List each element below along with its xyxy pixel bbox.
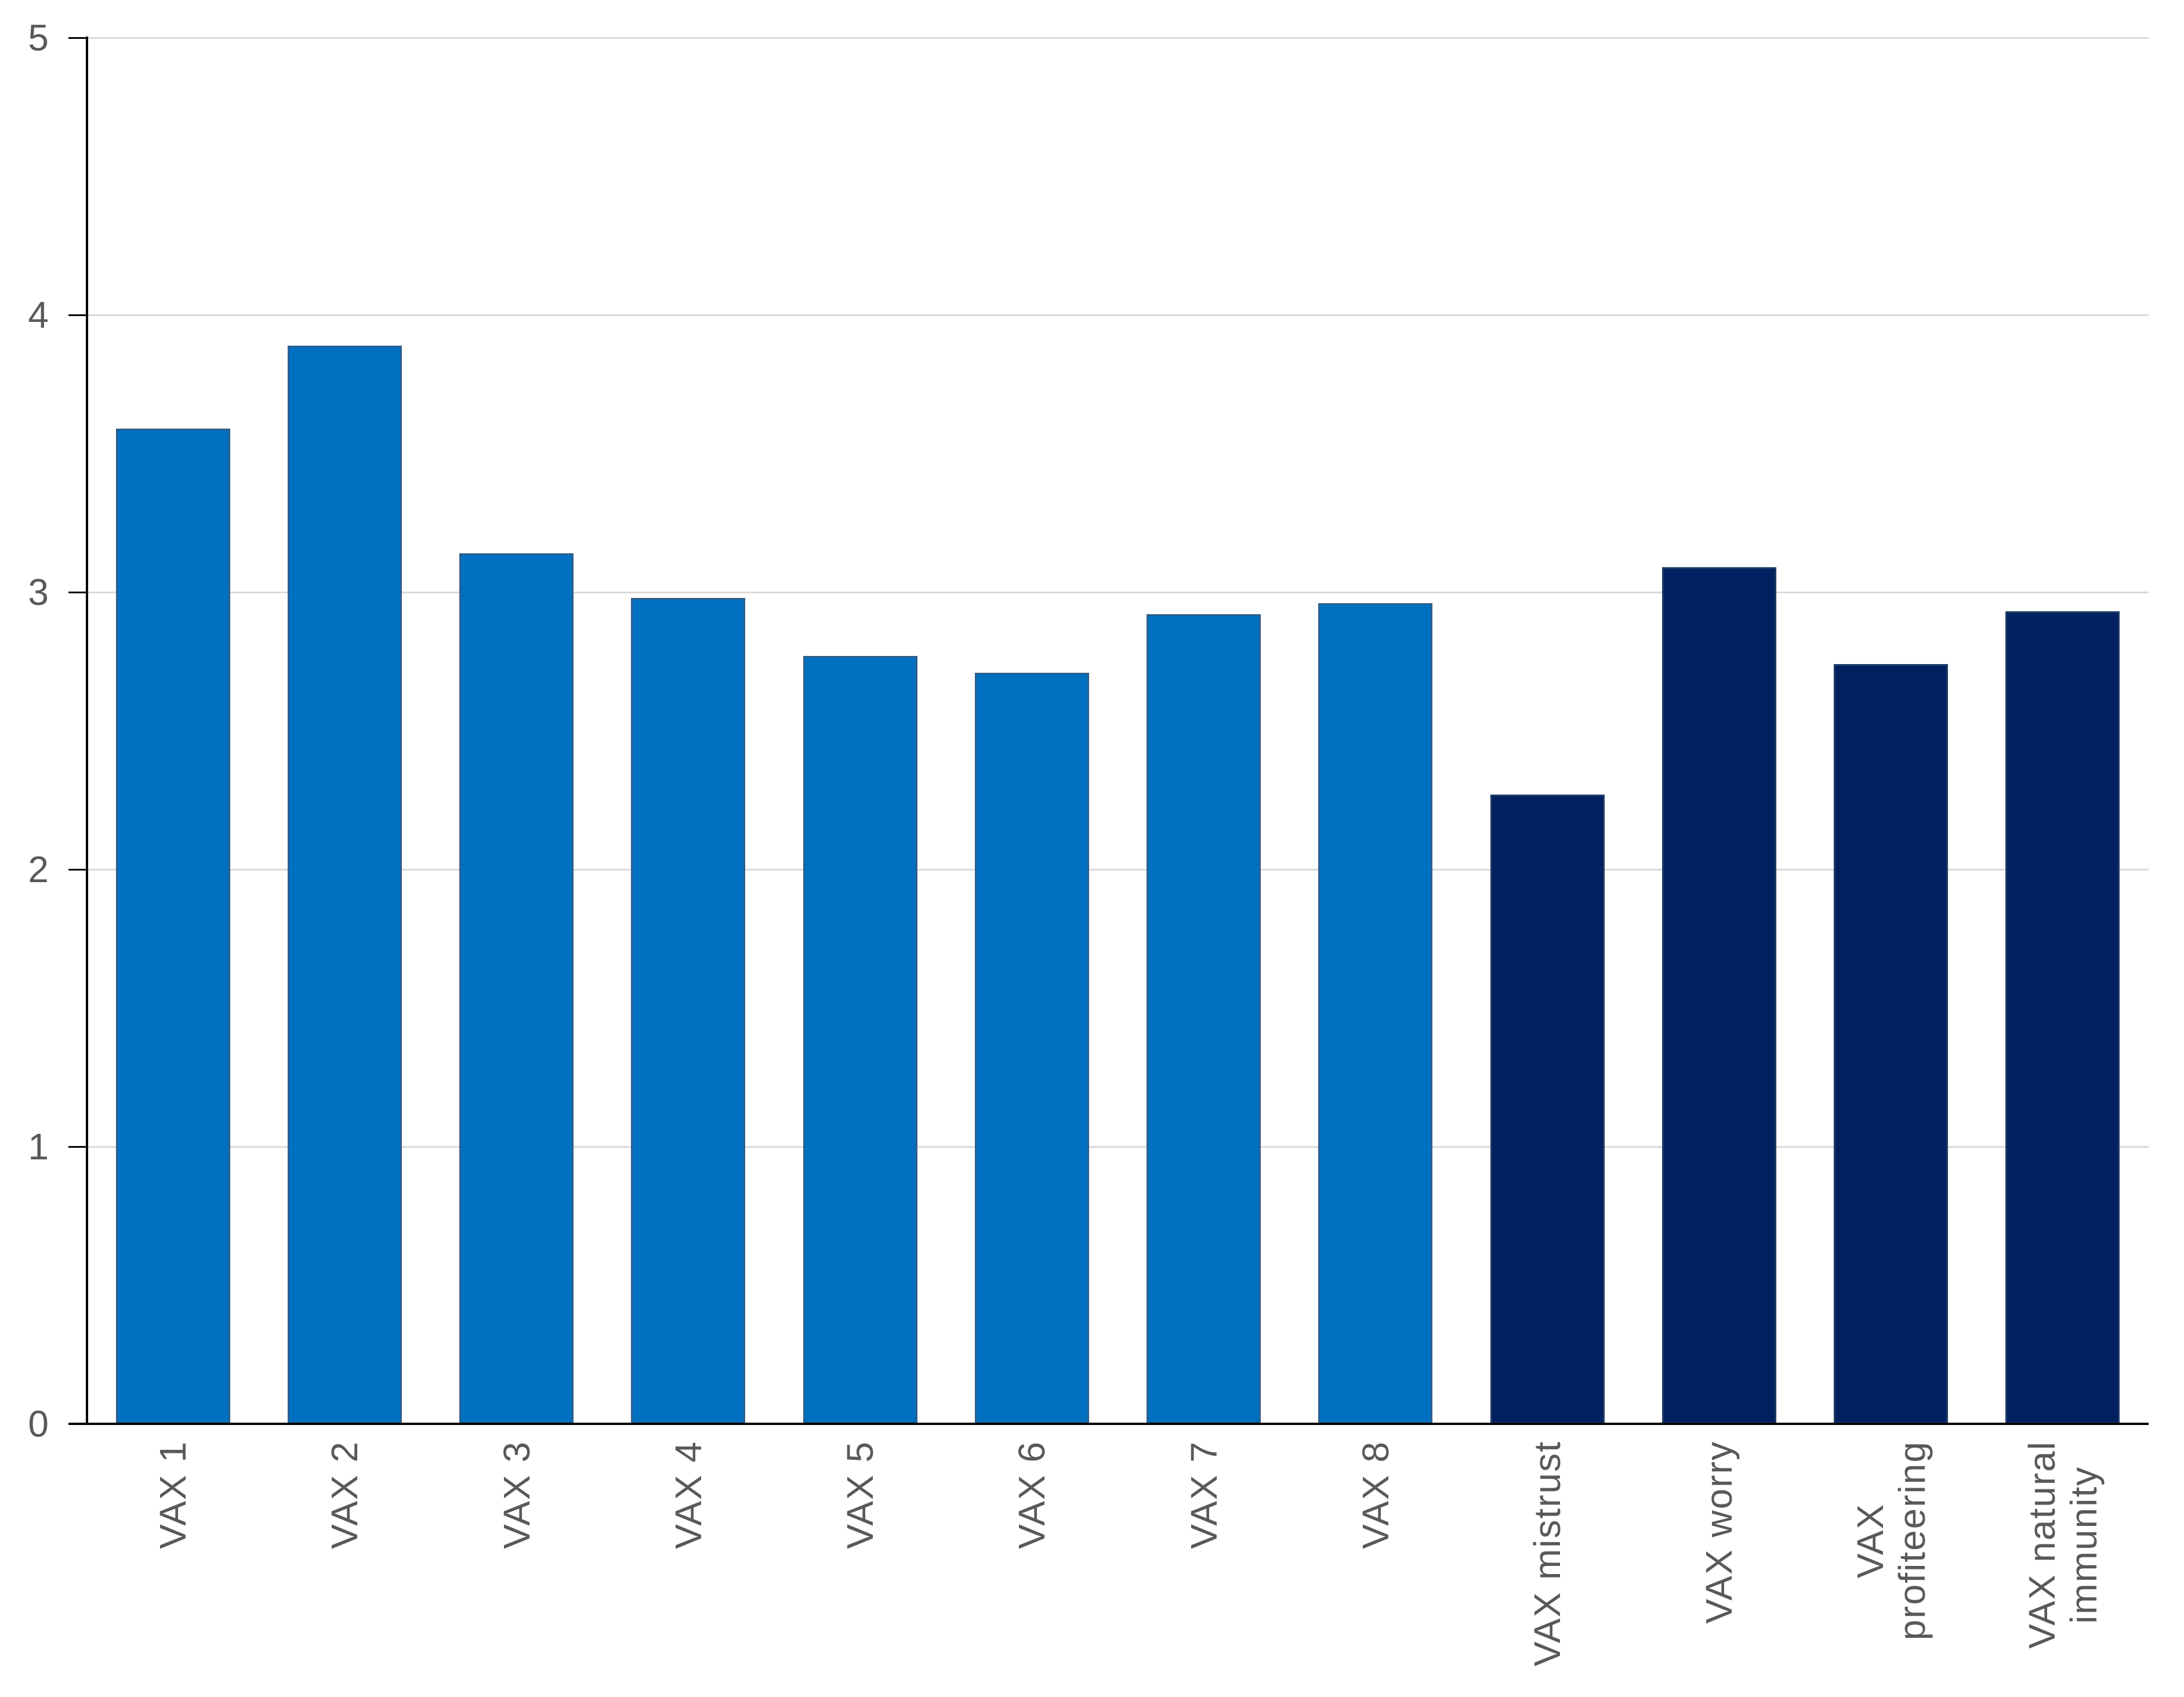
bar-vax-4 <box>631 598 745 1424</box>
x-label-vax-2: VAX 2 <box>324 1441 366 1549</box>
x-label-vax-5: VAX 5 <box>839 1441 881 1549</box>
gridline-1 <box>87 1146 2149 1148</box>
bar-vax-7 <box>1147 614 1261 1424</box>
x-label-vax-mistrust: VAX mistrust <box>1526 1441 1569 1667</box>
x-label-vax-4: VAX 4 <box>667 1441 709 1549</box>
y-tick-label-4: 4 <box>28 294 49 336</box>
y-tick-5 <box>68 37 88 39</box>
y-tick-4 <box>68 314 88 316</box>
bar-vax-mistrust <box>1490 795 1605 1424</box>
gridline-3 <box>87 592 2149 593</box>
x-label-vax-worry: VAX worry <box>1698 1441 1740 1624</box>
x-label-vax-natural-immunity: VAX natural immunity <box>2020 1441 2105 1649</box>
y-tick-1 <box>68 1146 88 1148</box>
y-tick-label-1: 1 <box>28 1126 49 1167</box>
y-tick-3 <box>68 592 88 593</box>
x-axis-line <box>68 1423 2149 1425</box>
y-tick-label-3: 3 <box>28 571 49 613</box>
x-label-vax-profiteering: VAX profiteering <box>1849 1441 1933 1641</box>
x-label-vax-1: VAX 1 <box>152 1441 194 1549</box>
gridline-5 <box>87 37 2149 39</box>
bar-vax-5 <box>803 656 917 1424</box>
bar-vax-natural-immunity <box>2005 611 2120 1424</box>
bar-vax-8 <box>1318 603 1432 1424</box>
gridline-4 <box>87 314 2149 316</box>
y-tick-label-5: 5 <box>28 17 49 59</box>
x-label-vax-6: VAX 6 <box>1011 1441 1053 1549</box>
y-tick-label-0: 0 <box>28 1403 49 1445</box>
gridline-2 <box>87 869 2149 871</box>
y-tick-2 <box>68 869 88 871</box>
bar-vax-2 <box>288 346 402 1424</box>
x-label-vax-8: VAX 8 <box>1354 1441 1396 1549</box>
y-tick-label-2: 2 <box>28 848 49 890</box>
x-label-vax-3: VAX 3 <box>495 1441 538 1549</box>
bar-vax-profiteering <box>1834 664 1948 1424</box>
bar-vax-6 <box>975 673 1089 1424</box>
bar-vax-3 <box>459 553 574 1424</box>
bar-vax-worry <box>1662 567 1776 1424</box>
x-label-vax-7: VAX 7 <box>1182 1441 1225 1549</box>
bar-vax-1 <box>116 429 230 1424</box>
y-axis-line <box>86 37 88 1425</box>
